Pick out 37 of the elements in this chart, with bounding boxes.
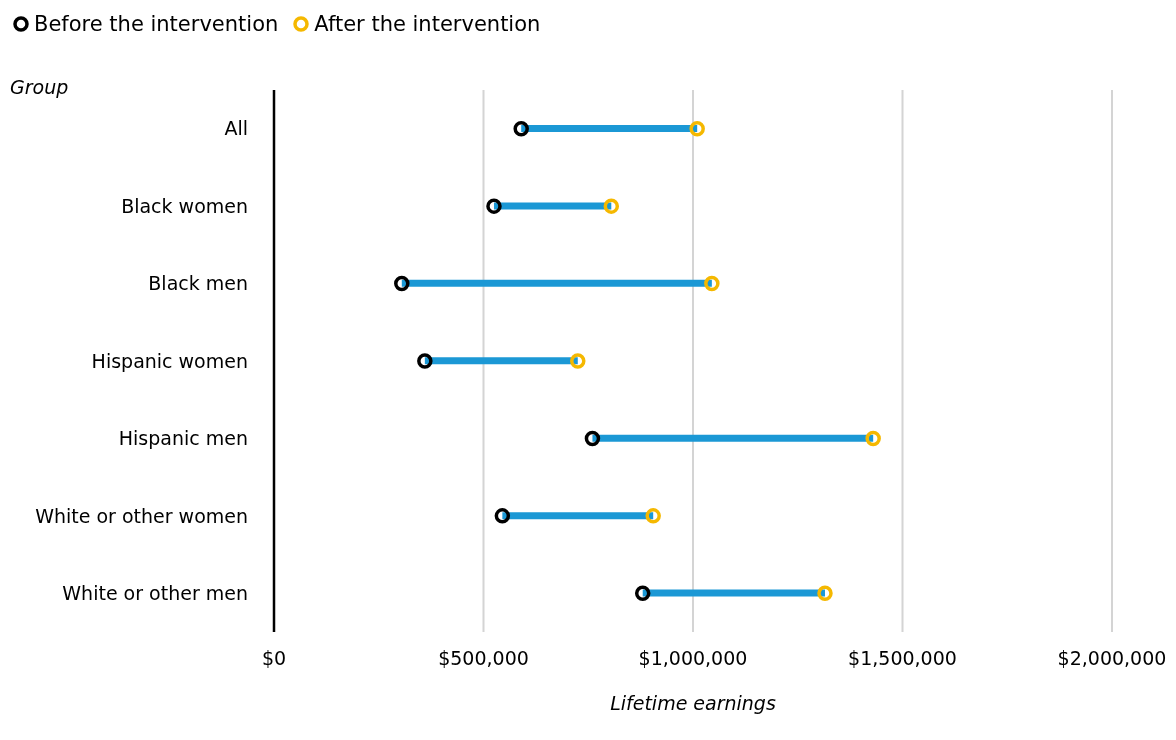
point [494, 508, 511, 524]
bar [642, 589, 825, 597]
legend-label: Before the intervention [34, 12, 279, 36]
y-tick-label: White or other men [62, 582, 248, 605]
x-tick-label: $1,500,000 [848, 647, 957, 670]
y-axis-title: Group [10, 76, 69, 98]
point [570, 353, 586, 369]
bar [521, 125, 698, 132]
y-tick-label: Hispanic men [118, 427, 248, 450]
point [394, 275, 410, 292]
point [603, 198, 620, 214]
bar [502, 512, 654, 520]
legend-label: After the intervention [314, 12, 541, 36]
bar [424, 357, 578, 365]
point [865, 430, 881, 447]
point [417, 353, 433, 369]
x-tick-label: $1,000,000 [638, 647, 748, 670]
y-tick-label: Hispanic women [91, 349, 248, 372]
bar [493, 202, 612, 210]
point [689, 120, 705, 137]
bar [401, 279, 712, 287]
point [645, 508, 661, 524]
y-tick-label: Black men [148, 272, 248, 295]
point [486, 198, 502, 214]
point [513, 120, 529, 137]
x-axis-title: Lifetime earnings [610, 692, 776, 714]
point [704, 275, 720, 292]
bar [592, 434, 874, 442]
y-tick-label: All [224, 117, 248, 140]
point [634, 585, 651, 602]
y-tick-label: White or other women [35, 504, 248, 527]
x-tick-label: $500,000 [438, 647, 529, 670]
y-tick-label: Black women [121, 194, 248, 217]
point [584, 430, 601, 447]
x-tick-label: $0 [261, 647, 287, 670]
point [817, 585, 833, 602]
x-tick-label: $2,000,000 [1057, 647, 1167, 670]
